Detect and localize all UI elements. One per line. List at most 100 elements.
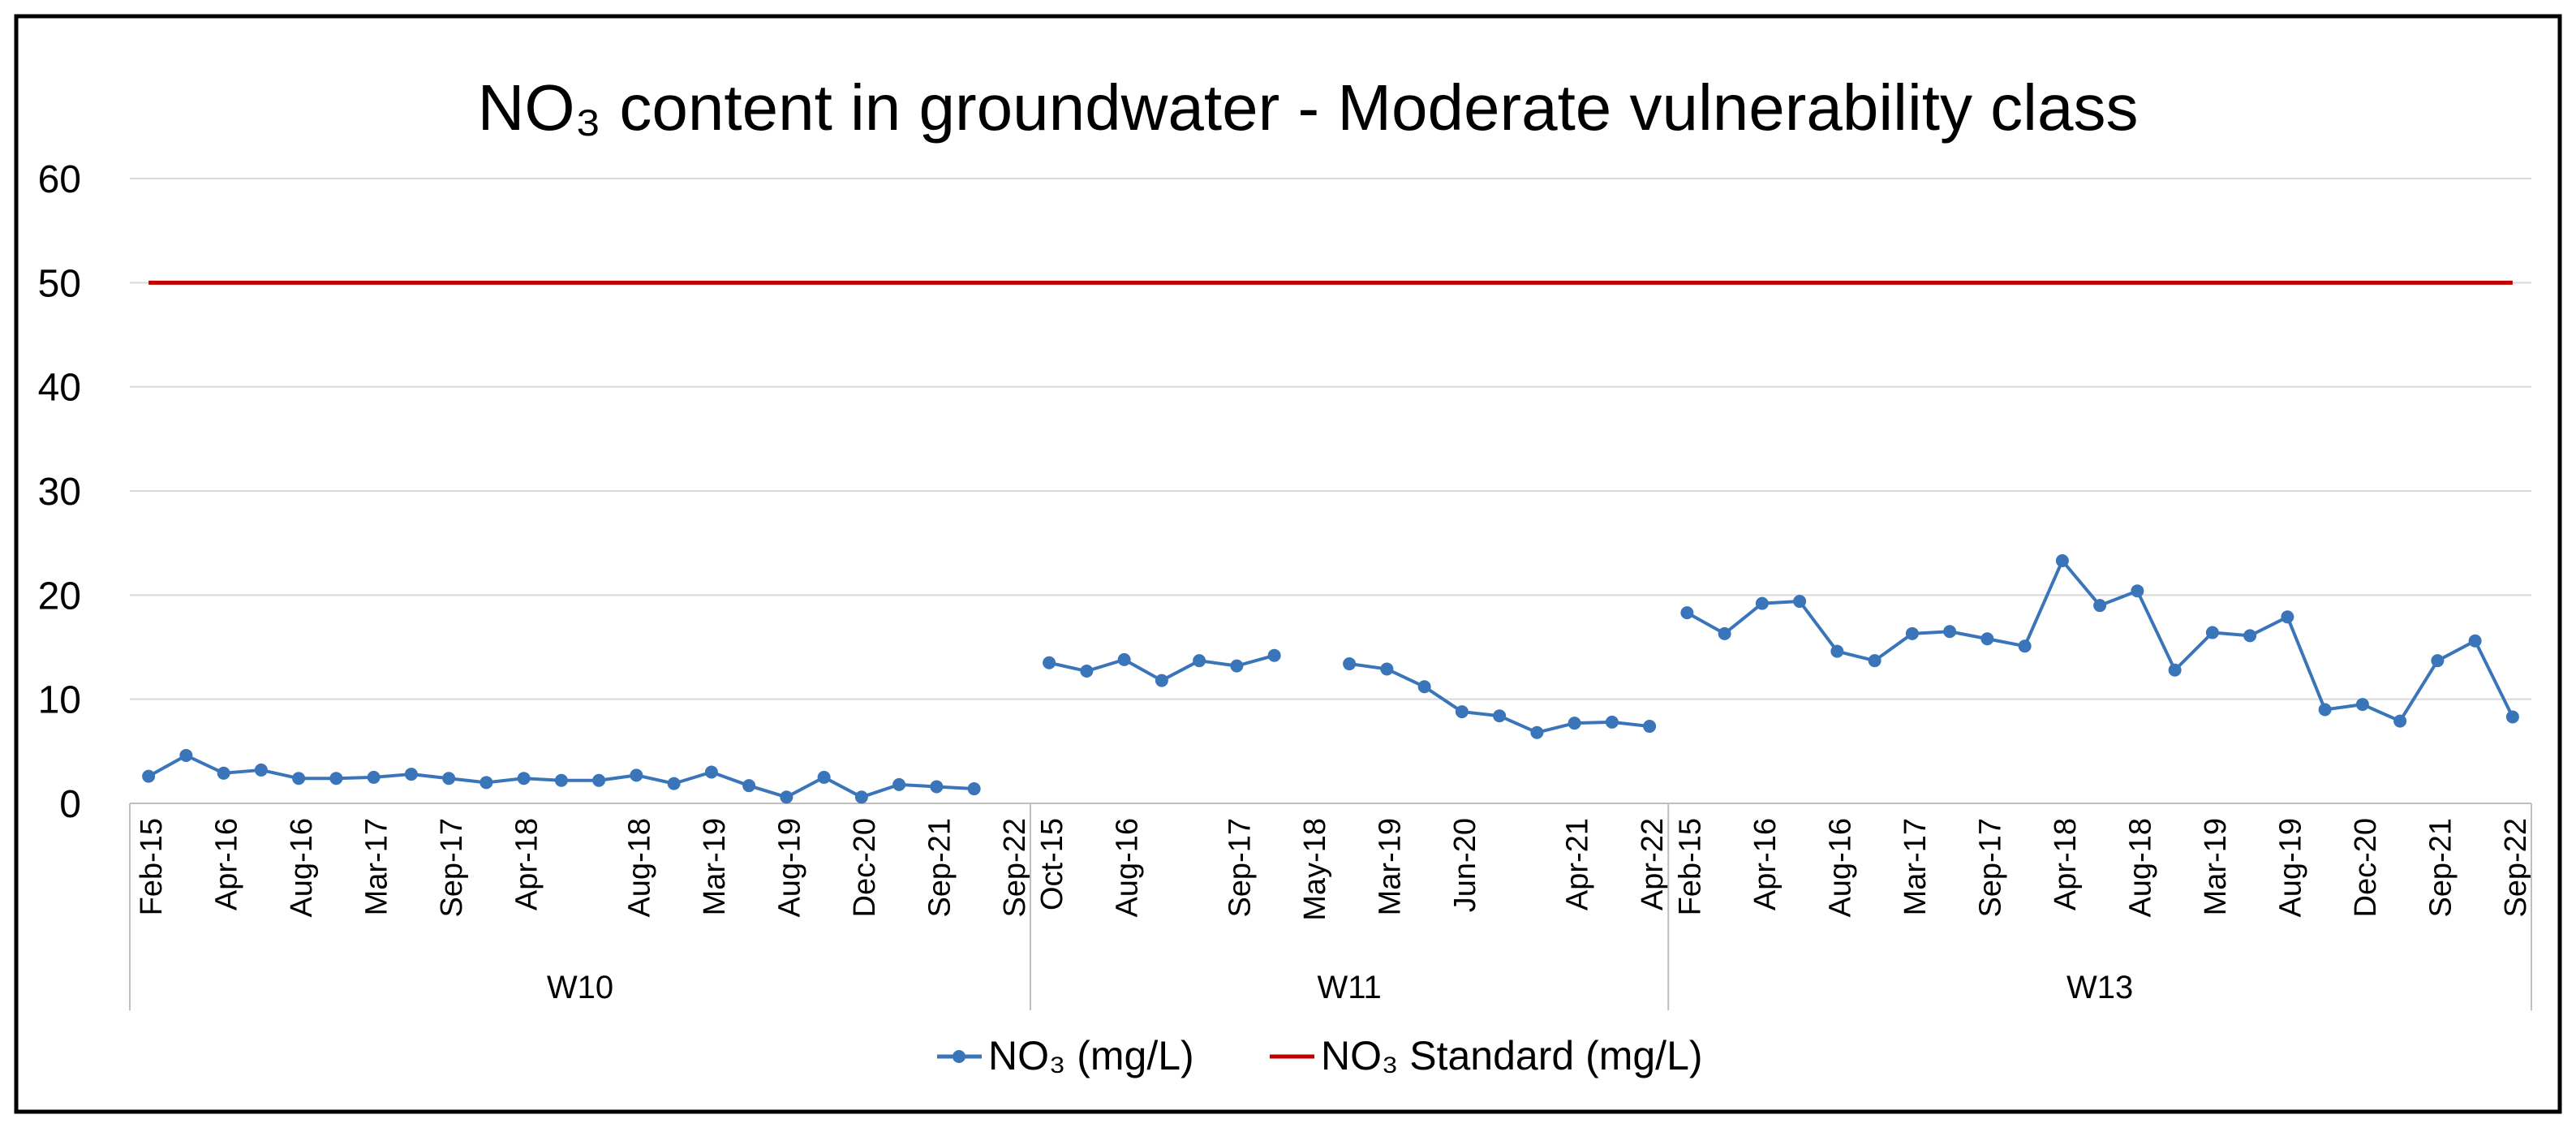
x-tick-label: Aug-19: [772, 818, 806, 918]
x-tick-label: May-18: [1298, 818, 1332, 921]
x-tick-label: Sep-21: [2423, 818, 2458, 918]
no3-point: [292, 772, 306, 786]
no3-point: [1080, 665, 1094, 678]
x-tick-label: Sep-21: [922, 818, 957, 918]
no3-point: [1530, 725, 1544, 739]
no3-point: [967, 782, 981, 796]
x-tick-label: Feb-15: [135, 818, 169, 915]
group-label: W10: [547, 970, 613, 1005]
x-tick-label: Mar-17: [1899, 818, 1933, 915]
no3-point: [667, 777, 681, 790]
y-tick-label: 50: [38, 262, 81, 305]
x-tick-label: Sep-22: [998, 818, 1032, 918]
no3-point: [704, 765, 718, 779]
x-tick-label: Sep-17: [1223, 818, 1257, 918]
no3-point: [742, 779, 756, 793]
no3-point: [179, 748, 193, 762]
no3-point: [1155, 674, 1168, 687]
y-tick-label: 10: [38, 679, 81, 722]
no3-point: [2318, 703, 2332, 717]
no3-point: [817, 770, 831, 784]
no3-point: [892, 777, 906, 791]
y-tick-label: 30: [38, 471, 81, 514]
no3-point: [1605, 715, 1619, 729]
no3-point: [780, 790, 793, 804]
no3-point: [2431, 654, 2445, 668]
y-tick-label: 0: [59, 783, 81, 826]
no3-point: [1905, 626, 1919, 640]
group-label: W11: [1317, 970, 1381, 1005]
no3-point: [2205, 626, 2219, 639]
no3-point: [2355, 698, 2369, 712]
no3-point: [1943, 625, 1957, 639]
x-tick-label: Apr-16: [1748, 818, 1783, 910]
no3-point: [1043, 656, 1056, 669]
x-tick-label: Mar-17: [360, 818, 394, 915]
no3-point: [930, 780, 944, 794]
series-layer: [142, 553, 2519, 804]
no3-point: [1493, 709, 1507, 723]
y-tick-label: 40: [38, 367, 81, 410]
x-tick-label: Apr-18: [2049, 818, 2083, 910]
no3-point: [2018, 639, 2032, 653]
x-tick-label: Aug-16: [1111, 818, 1145, 918]
y-tick-label: 20: [38, 575, 81, 618]
no3-point: [1455, 705, 1469, 719]
no3-point: [1868, 654, 1881, 668]
no3-point: [2243, 629, 2257, 643]
no3-point: [142, 769, 156, 783]
legend-standard-label: NO₃ Standard (mg/L): [1321, 1033, 1703, 1078]
x-tick-label: Mar-19: [1373, 818, 1407, 915]
legend-no3-marker: [953, 1050, 965, 1063]
no3-point: [480, 776, 493, 790]
no3-point: [1568, 717, 1581, 730]
no3-point: [404, 768, 418, 781]
no3-point: [1193, 654, 1206, 668]
no3-point: [1343, 657, 1357, 671]
no3-point: [1380, 662, 1394, 676]
no3-point: [1718, 626, 1731, 640]
no3-point: [2505, 710, 2519, 724]
x-tick-label: Apr-21: [1561, 818, 1595, 910]
legend: NO₃ (mg/L) NO₃ Standard (mg/L): [937, 1033, 1703, 1078]
no3-point: [2093, 599, 2107, 613]
no3-point: [1230, 659, 1244, 673]
x-tick-label: Apr-16: [210, 818, 244, 910]
x-tick-label: Dec-20: [848, 818, 882, 918]
legend-no3-label: NO₃ (mg/L): [988, 1033, 1194, 1078]
x-tick-label: Dec-20: [2349, 818, 2383, 918]
x-tick-label: Aug-16: [285, 818, 319, 918]
no3-point: [592, 773, 606, 787]
no3-point: [367, 770, 381, 784]
no3-point: [1830, 644, 1844, 658]
axis-layer: 0 10 20 30 40 50 60 Feb-15 Apr-16 Aug-16 Mar-17 Sep…: [38, 158, 2533, 1010]
x-tick-label: Aug-19: [2273, 818, 2307, 918]
x-tick-label: Sep-17: [435, 818, 469, 918]
group-label: W13: [2066, 970, 2133, 1005]
x-tick-label: Mar-19: [2199, 818, 2233, 915]
x-tick-label: Jun-20: [1448, 818, 1482, 912]
no3-point: [1980, 632, 1994, 646]
no3-point: [630, 768, 643, 782]
no3-point: [1755, 596, 1769, 610]
x-tick-label: Mar-19: [698, 818, 732, 915]
x-tick-label: Apr-22: [1636, 818, 1670, 910]
x-tick-label: Sep-17: [1973, 818, 2007, 918]
x-tick-label: Sep-22: [2499, 818, 2533, 918]
x-tick-label: Aug-18: [622, 818, 656, 918]
no3-point: [554, 773, 568, 787]
no3-point: [254, 763, 268, 777]
x-tick-label: Aug-18: [2123, 818, 2157, 918]
x-tick-label: Oct-15: [1035, 818, 1069, 910]
chart-border: [14, 14, 2562, 1114]
x-tick-label: Feb-15: [1673, 818, 1707, 915]
no3-point: [1117, 652, 1131, 666]
no3-point: [329, 772, 343, 786]
no3-point: [2468, 634, 2482, 648]
no3-point: [2168, 663, 2182, 677]
no3-point: [1680, 606, 1694, 620]
no3-point: [217, 766, 230, 780]
no3-point: [517, 772, 531, 786]
